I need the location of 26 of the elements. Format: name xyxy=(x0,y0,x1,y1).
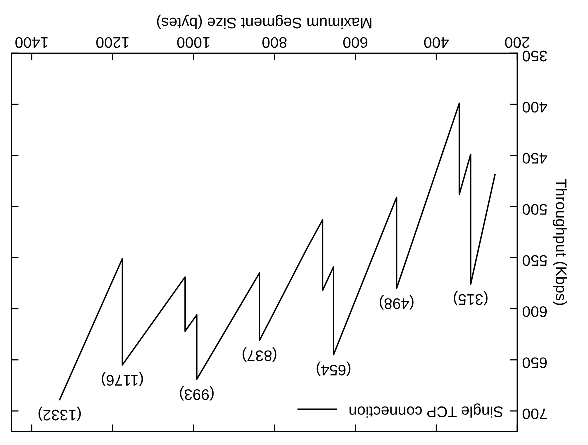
y-tick-label: 350 xyxy=(522,50,548,62)
annotation: (837) xyxy=(242,348,277,362)
x-tick-label: 1000 xyxy=(177,37,210,48)
annotation: (654) xyxy=(316,362,351,376)
annotation: (315) xyxy=(454,291,488,306)
y-tick-label: 400 xyxy=(522,102,548,113)
y-tick-label: 700 xyxy=(522,408,548,420)
annotation: (1332) xyxy=(38,406,82,422)
x-tick-label: 200 xyxy=(505,37,530,48)
y-tick-label: 600 xyxy=(522,306,548,318)
annotation: (1176) xyxy=(102,372,144,386)
y-tick-label: 450 xyxy=(522,153,548,164)
annotation: (993) xyxy=(180,386,214,401)
y-axis-title: Throughput (Kbps) xyxy=(552,179,568,306)
x-tick-label: 600 xyxy=(343,37,368,48)
x-axis-title: Maximum Segment Size (bytes) xyxy=(157,14,372,30)
annotation: (498) xyxy=(380,295,414,310)
x-tick-label: 400 xyxy=(424,37,449,48)
legend-label: Single TCP connection xyxy=(350,404,503,418)
y-tick-label: 550 xyxy=(522,255,548,266)
x-tick-label: 800 xyxy=(262,37,287,48)
line-series xyxy=(59,102,496,401)
x-tick-label: 1400 xyxy=(16,37,48,48)
x-tick-label: 1200 xyxy=(96,37,129,48)
y-tick-label: 650 xyxy=(522,358,548,368)
y-tick-label: 500 xyxy=(522,204,548,216)
